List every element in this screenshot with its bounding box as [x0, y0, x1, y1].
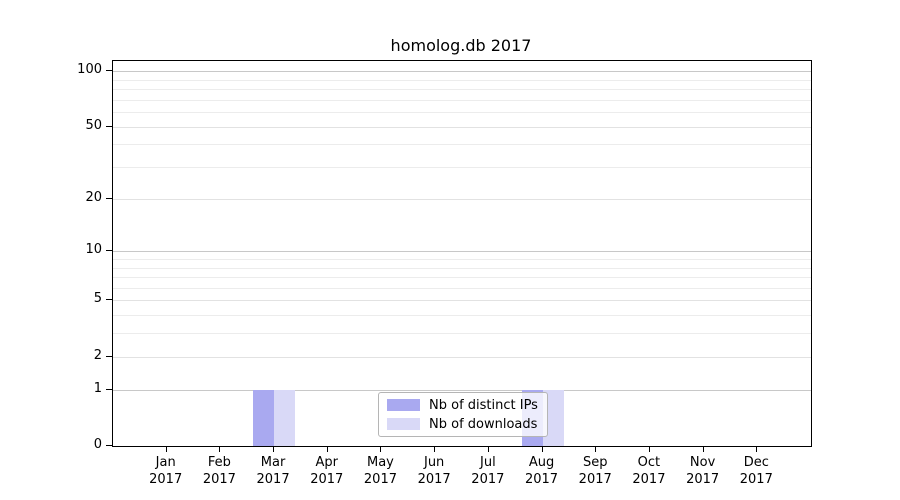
plot-area	[112, 60, 812, 447]
x-tick-label: Feb 2017	[202, 455, 236, 487]
legend-item-distinct-ips: Nb of distinct IPs	[387, 397, 538, 413]
gridline	[113, 267, 811, 269]
gridline	[113, 277, 811, 279]
chart-title: homolog.db 2017	[390, 36, 532, 55]
gridline	[113, 99, 811, 101]
legend-label: Nb of downloads	[429, 416, 538, 432]
y-tick-label: 2	[93, 347, 102, 363]
y-tick-mark	[106, 197, 112, 199]
y-tick-mark	[106, 388, 112, 390]
gridline	[113, 333, 811, 335]
x-tick-label: Mar 2017	[256, 455, 290, 487]
y-tick-label: 5	[93, 291, 102, 307]
x-tick-label: Sep 2017	[578, 455, 612, 487]
x-tick-mark	[273, 446, 275, 452]
x-tick-label: Oct 2017	[632, 455, 666, 487]
y-tick-mark	[106, 250, 112, 252]
gridline	[113, 112, 811, 114]
gridline	[113, 126, 811, 128]
gridline	[113, 89, 811, 91]
bar-distinct-ips	[253, 389, 275, 446]
bar-downloads	[274, 389, 296, 446]
x-tick-label: Apr 2017	[310, 455, 344, 487]
x-tick-mark	[487, 446, 489, 452]
y-tick-label: 20	[85, 189, 102, 205]
x-tick-label: Nov 2017	[686, 455, 720, 487]
y-tick-mark	[106, 70, 112, 72]
legend: Nb of distinct IPs Nb of downloads	[378, 392, 548, 437]
x-tick-mark	[756, 446, 758, 452]
y-tick-label: 100	[77, 62, 102, 78]
gridline	[113, 144, 811, 146]
legend-swatch-distinct-ips-icon	[387, 399, 420, 411]
x-tick-mark	[702, 446, 704, 452]
x-tick-mark	[326, 446, 328, 452]
gridline	[113, 259, 811, 260]
x-tick-label: Jan 2017	[149, 455, 183, 487]
y-tick-mark	[106, 125, 112, 127]
y-tick-label: 50	[85, 117, 102, 133]
x-tick-mark	[219, 446, 221, 452]
gridline	[113, 389, 811, 391]
y-tick-label: 10	[85, 242, 102, 258]
legend-item-downloads: Nb of downloads	[387, 416, 538, 432]
gridline	[113, 198, 811, 200]
x-tick-mark	[380, 446, 382, 452]
x-tick-label: Aug 2017	[524, 455, 559, 487]
y-tick-label: 1	[93, 380, 102, 396]
x-tick-mark	[595, 446, 597, 452]
x-tick-mark	[648, 446, 650, 452]
x-tick-mark	[434, 446, 436, 452]
legend-label: Nb of distinct IPs	[429, 397, 538, 413]
x-tick-mark	[541, 446, 543, 452]
x-tick-label: Dec 2017	[739, 455, 773, 487]
x-tick-label: May 2017	[363, 455, 397, 487]
x-tick-mark	[165, 446, 167, 452]
y-tick-mark	[106, 355, 112, 357]
x-tick-label: Jul 2017	[471, 455, 505, 487]
gridline	[113, 315, 811, 317]
gridline	[113, 79, 811, 81]
x-tick-label: Jun 2017	[417, 455, 451, 487]
y-tick-label: 0	[93, 437, 102, 452]
y-tick-mark	[106, 299, 112, 301]
gridline	[113, 251, 811, 253]
y-tick-mark	[106, 445, 112, 446]
gridline	[113, 71, 811, 73]
legend-swatch-downloads-icon	[387, 418, 420, 430]
gridline	[113, 287, 811, 289]
gridline	[113, 356, 811, 358]
gridline	[113, 300, 811, 302]
gridline	[113, 167, 811, 169]
